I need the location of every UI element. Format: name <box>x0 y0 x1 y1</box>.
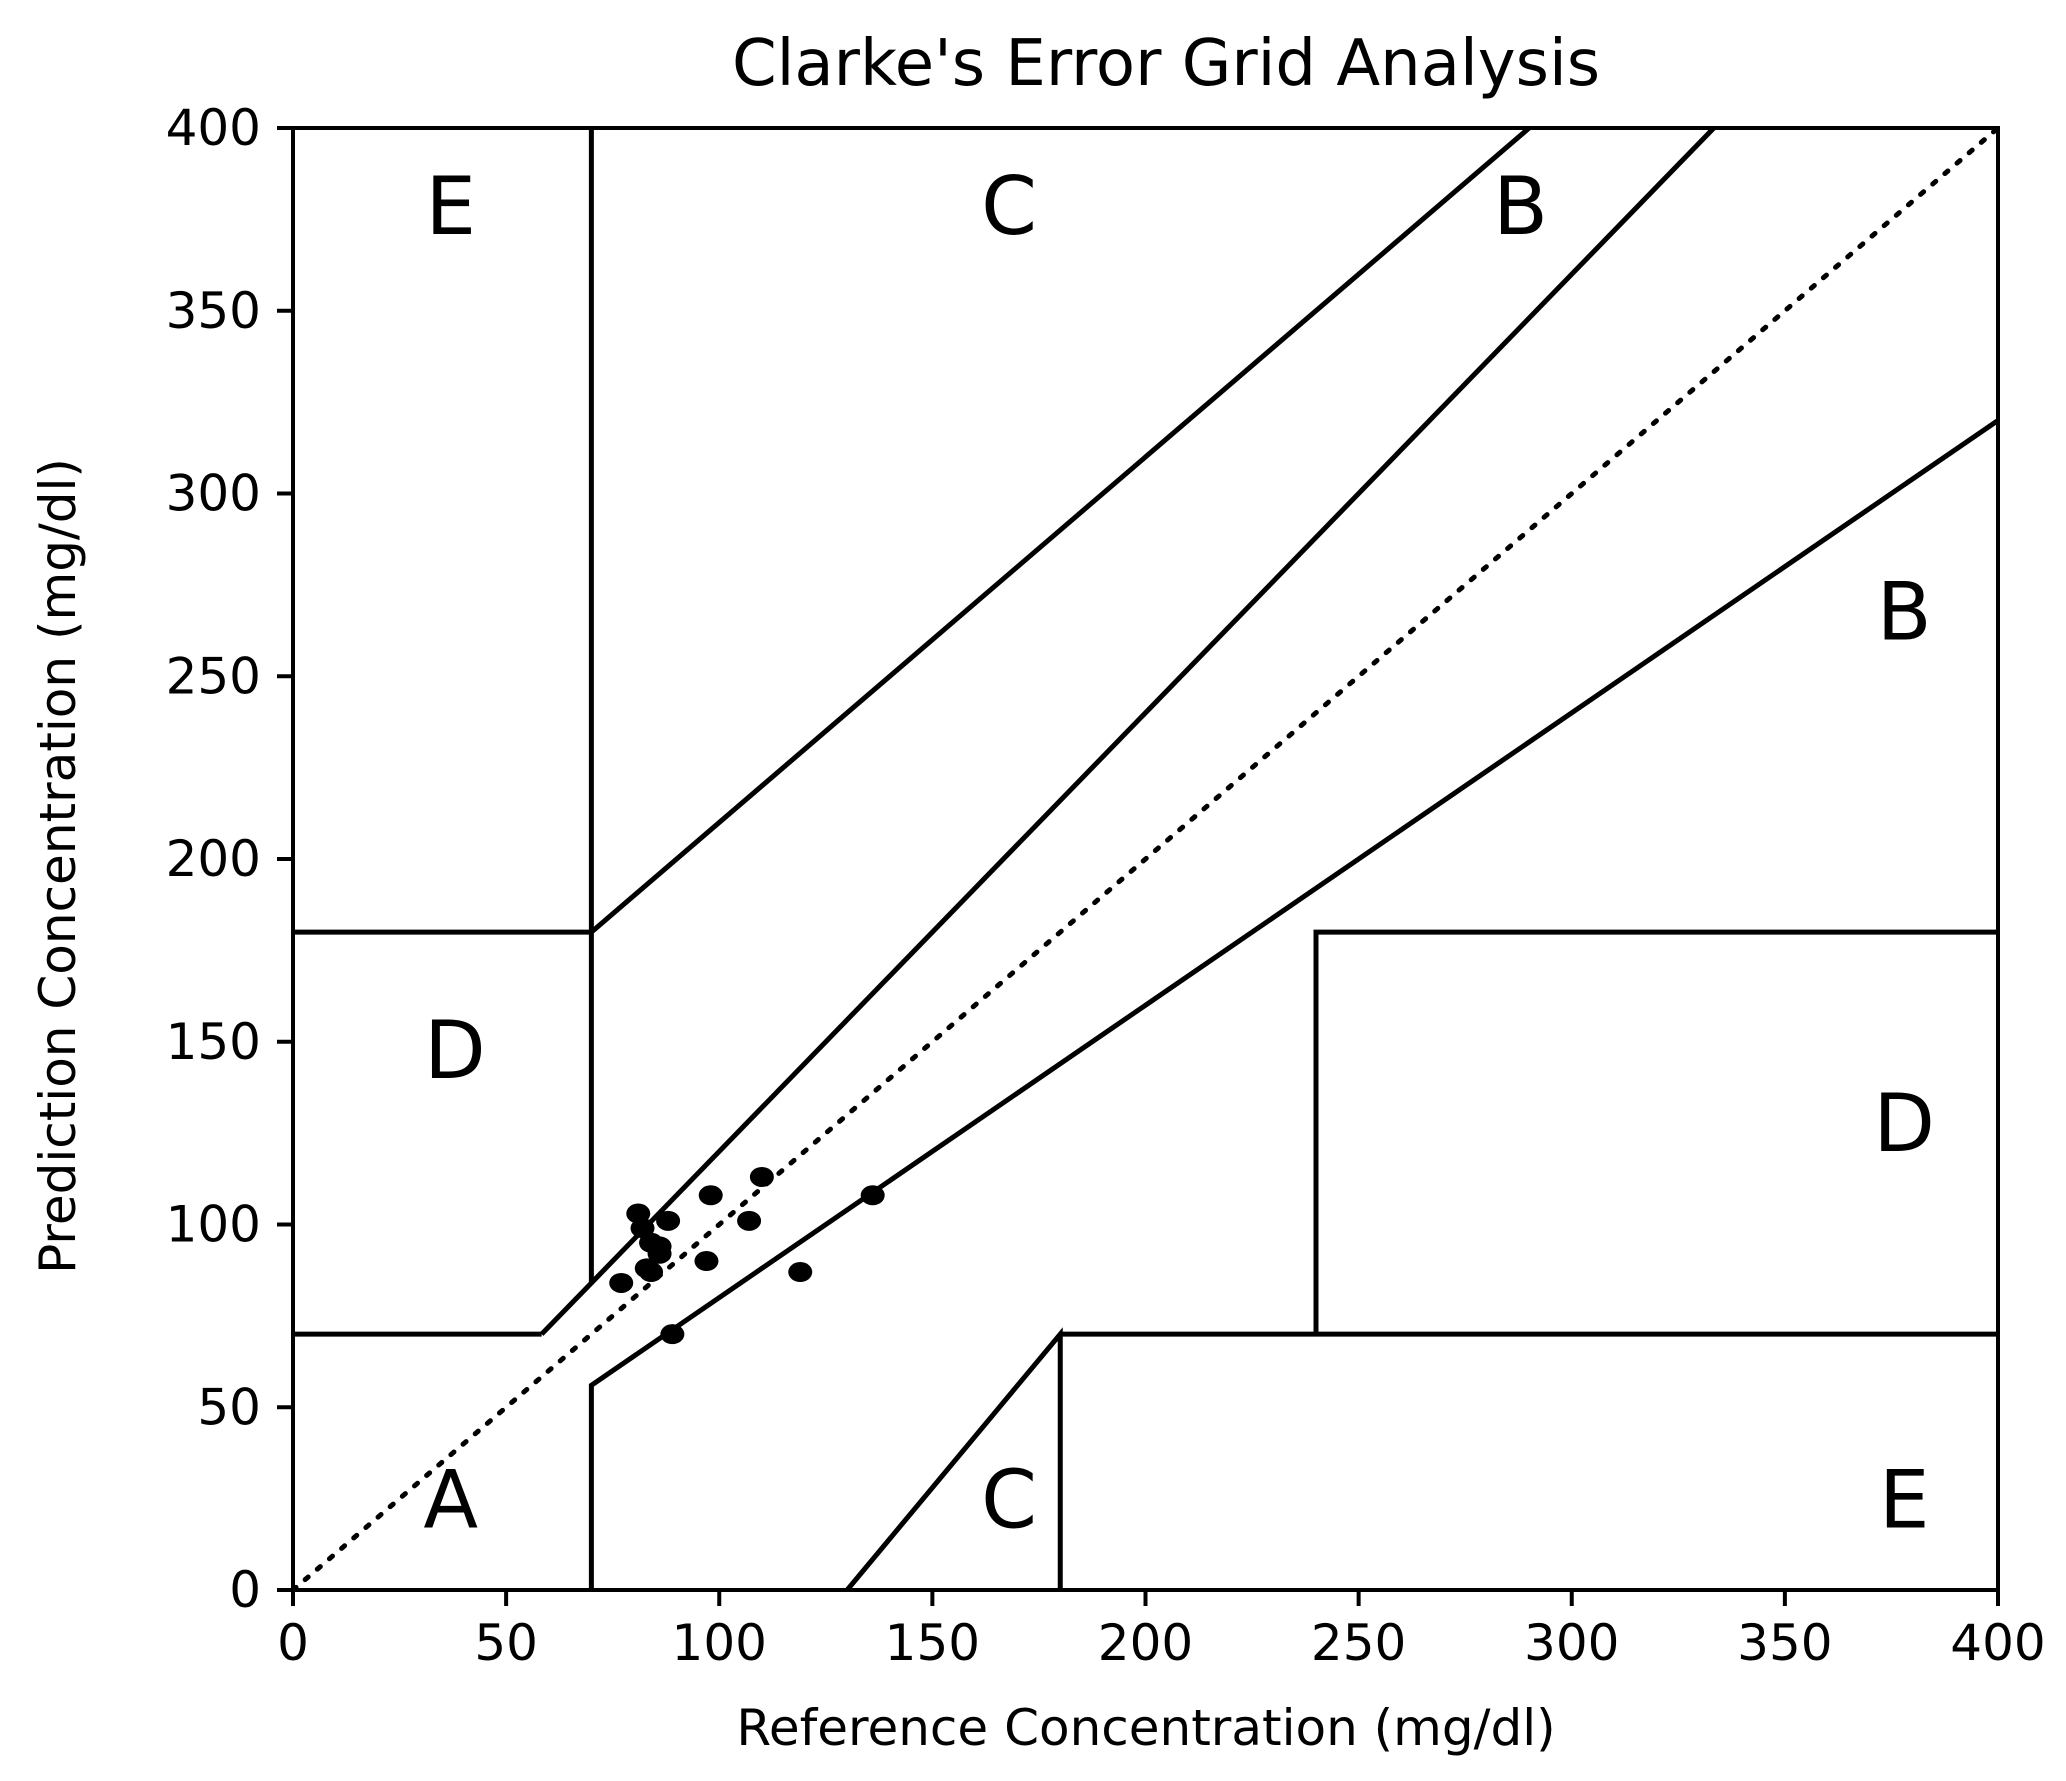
plot-area: 0 50 100 150 200 250 300 350 400 0 50 100 150 200 250 3… <box>166 99 2046 1672</box>
zone-label-b-4: B <box>1877 565 1932 658</box>
y-tick-label-300: 300 <box>166 465 261 523</box>
x-tick-label-400: 400 <box>1950 1614 2045 1672</box>
zone-boundary-2 <box>293 126 1531 935</box>
x-tick-label-200: 200 <box>1098 1614 1193 1672</box>
y-tick-label-350: 350 <box>166 282 261 340</box>
x-tick-label-100: 100 <box>672 1614 767 1672</box>
zone-label-c-8: C <box>981 1454 1037 1547</box>
data-point-3 <box>656 1210 681 1231</box>
zone-label-d-5: D <box>424 1004 486 1097</box>
data-point-16 <box>639 1262 664 1283</box>
y-axis-label: Prediction Concentration (mg/dl) <box>29 458 87 1274</box>
x-tick-label-0: 0 <box>277 1614 309 1672</box>
x-tick-label-350: 350 <box>1737 1614 1832 1672</box>
y-tick-label-200: 200 <box>166 830 261 888</box>
y-tick-label-150: 150 <box>166 1013 261 1071</box>
y-tick-label-100: 100 <box>166 1196 261 1254</box>
data-point-14 <box>860 1185 885 1206</box>
reference-diagonal-line <box>290 125 2001 1593</box>
zone-boundary-3 <box>539 126 1716 1336</box>
y-tick-label-250: 250 <box>166 647 261 705</box>
x-tick-label-50: 50 <box>474 1614 538 1672</box>
zone-label-b-3: B <box>1493 160 1548 253</box>
data-point-13 <box>788 1262 813 1283</box>
zone-label-e-1: E <box>425 160 476 253</box>
x-tick-label-150: 150 <box>885 1614 980 1672</box>
zone-label-e-9: E <box>1879 1454 1930 1547</box>
data-point-15 <box>660 1324 685 1345</box>
data-point-11 <box>694 1251 719 1272</box>
zone-boundary-6 <box>1313 929 1998 1335</box>
zone-label-a-7: A <box>423 1454 478 1547</box>
y-tick-label-0: 0 <box>229 1561 261 1619</box>
y-tick-label-50: 50 <box>197 1378 261 1436</box>
data-point-4 <box>698 1185 723 1206</box>
data-point-6 <box>737 1210 762 1231</box>
data-point-12 <box>609 1272 634 1293</box>
x-tick-label-250: 250 <box>1311 1614 1406 1672</box>
x-axis-label: Reference Concentration (mg/dl) <box>736 1699 1555 1757</box>
x-tick-label-300: 300 <box>1524 1614 1619 1672</box>
zone-boundary-5 <box>588 418 2000 1590</box>
data-point-5 <box>749 1166 774 1187</box>
zone-label-c-2: C <box>981 160 1037 253</box>
data-point-10 <box>647 1243 672 1264</box>
chart-title: Clarke's Error Grid Analysis <box>732 27 1600 101</box>
zone-label-d-6: D <box>1873 1077 1935 1170</box>
y-tick-label-400: 400 <box>166 99 261 157</box>
